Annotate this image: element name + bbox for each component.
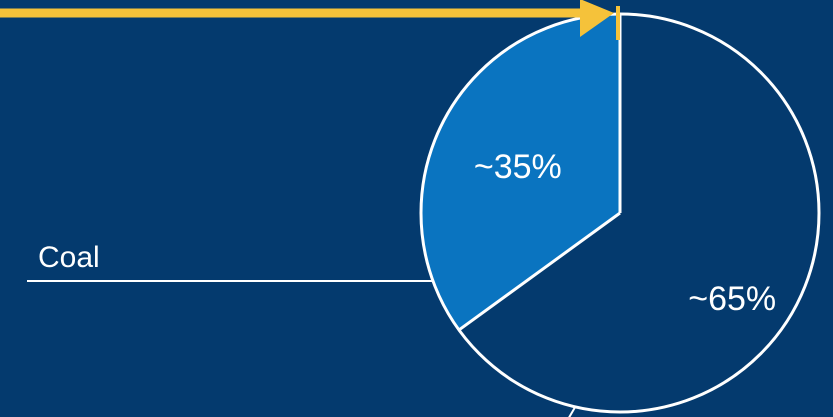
pie-slice-other bbox=[459, 14, 819, 412]
coal-label: Coal bbox=[38, 241, 100, 274]
bottom-leader-line bbox=[568, 406, 577, 417]
pie-slice-coal bbox=[421, 14, 620, 330]
arrow-head-icon bbox=[580, 0, 614, 37]
slice-label-35: ~35% bbox=[474, 148, 562, 186]
slice-label-65: ~65% bbox=[688, 280, 776, 318]
slice-divider-bottom bbox=[458, 211, 621, 332]
